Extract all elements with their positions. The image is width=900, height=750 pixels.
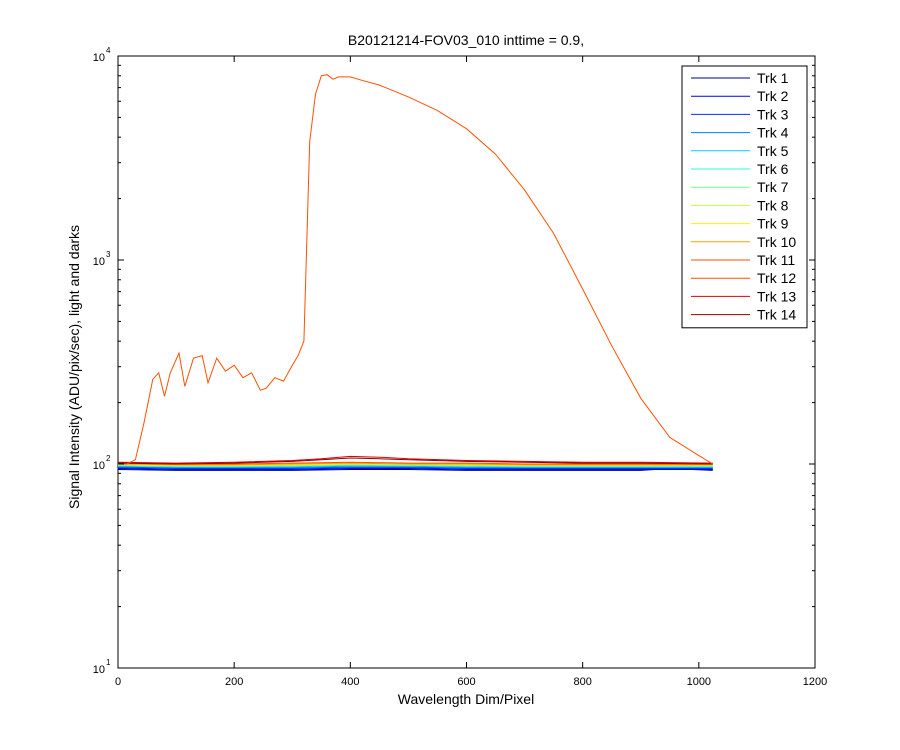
y-tick-exponent: 4	[106, 46, 111, 55]
y-tick-base: 10	[93, 256, 105, 268]
x-tick-label: 600	[457, 676, 475, 688]
series-line-trk-4	[117, 466, 713, 469]
legend-label: Trk 4	[757, 125, 789, 141]
y-tick-label: 10	[93, 52, 105, 64]
y-tick-label: 10	[93, 664, 105, 676]
series-line-trk-13	[117, 455, 713, 464]
x-tick-label: 1200	[803, 676, 827, 688]
chart-title: B20121214-FOV03_010 inttime = 0.9,	[348, 32, 584, 48]
x-tick-label: 800	[573, 676, 591, 688]
y-tick-label: 10	[93, 256, 105, 268]
series-line-trk-14	[117, 457, 713, 465]
series-line-trk-10	[117, 462, 713, 466]
legend-label: Trk 2	[757, 88, 789, 104]
y-tick-base: 10	[93, 460, 105, 472]
series-line-trk-2	[117, 468, 713, 470]
y-tick-label: 10	[93, 460, 105, 472]
x-tick-label: 0	[115, 676, 121, 688]
legend-label: Trk 13	[757, 288, 796, 304]
series-line-trk-6	[117, 464, 713, 468]
legend-label: Trk 6	[757, 161, 789, 177]
series-layer	[117, 74, 714, 471]
legend-box	[681, 65, 808, 329]
legend-label: Trk 8	[757, 197, 789, 213]
y-tick-exponent: 3	[106, 250, 111, 259]
series-line-trk-12	[118, 74, 714, 465]
series-line-trk-3	[117, 467, 713, 469]
y-axis-label: Signal Intensity (ADU/pix/sec), light an…	[66, 225, 82, 509]
series-line-trk-8	[117, 463, 713, 467]
legend-label: Trk 11	[757, 252, 795, 268]
y-tick-base: 10	[93, 52, 105, 64]
y-tick-exponent: 2	[106, 454, 111, 463]
y-tick-exponent: 1	[106, 658, 111, 667]
x-tick-label: 1000	[687, 676, 711, 688]
x-axis-label: Wavelength Dim/Pixel	[398, 691, 534, 707]
legend-label: Trk 10	[757, 234, 796, 250]
x-axis-ticks: 0 200 400 600 800 1000 1200	[115, 56, 827, 688]
legend-label: Trk 12	[757, 270, 796, 286]
x-tick-label: 400	[341, 676, 359, 688]
legend-label: Trk 9	[757, 216, 789, 232]
legend: Trk 1 Trk 2 Trk 3 Trk 4 Trk 5 Trk 6 Trk 7 Trk 8…	[681, 65, 808, 329]
legend-label: Trk 3	[757, 106, 789, 122]
legend-label: Trk 7	[757, 179, 789, 195]
series-line-trk-11	[117, 461, 713, 465]
legend-label: Trk 5	[757, 143, 789, 159]
legend-label: Trk 1	[757, 70, 789, 86]
legend-label: Trk 14	[757, 307, 796, 323]
y-tick-base: 10	[93, 664, 105, 676]
x-tick-label: 200	[225, 676, 243, 688]
series-line-trk-1	[117, 467, 713, 471]
